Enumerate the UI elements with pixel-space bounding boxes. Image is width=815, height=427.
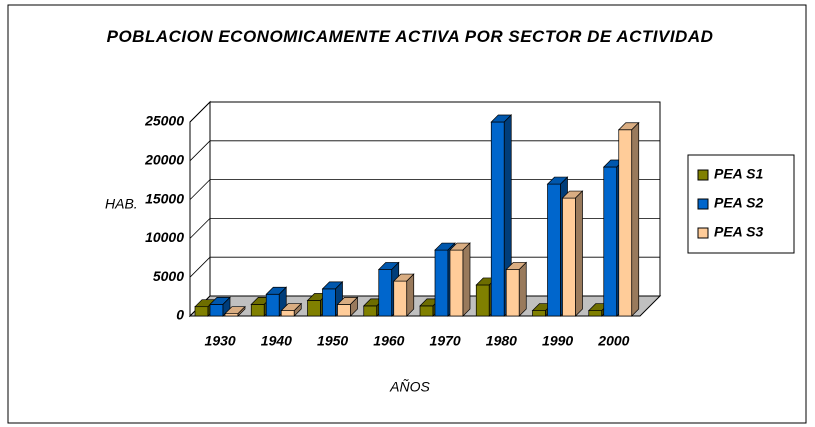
bar-side: [406, 273, 415, 317]
bar-front: [434, 249, 449, 317]
bar: [336, 296, 359, 317]
bar-front: [618, 129, 633, 317]
bar: [561, 190, 584, 317]
bar-front: [603, 166, 618, 317]
legend-swatch: [697, 198, 709, 210]
bar-front: [562, 197, 576, 317]
bar-front: [393, 280, 408, 317]
x-tick-label: 1930: [205, 333, 236, 349]
y-tick-label: 15000: [145, 190, 184, 206]
side-wall: [189, 100, 211, 318]
bar-side: [462, 242, 471, 317]
x-tick-label: 2000: [597, 333, 629, 349]
bar-front: [532, 310, 546, 317]
bar-side: [237, 305, 246, 317]
bar-front: [322, 288, 336, 317]
x-tick-label: 1970: [430, 333, 461, 349]
legend-label: PEA S2: [714, 195, 763, 211]
bar-front: [194, 306, 209, 317]
bar-side: [293, 302, 302, 317]
y-tick-label: 20000: [144, 152, 184, 168]
legend-label: PEA S3: [714, 224, 763, 240]
bar: [209, 296, 231, 317]
bar: [280, 302, 303, 317]
bar-front: [280, 310, 295, 317]
legend-swatch: [697, 169, 709, 181]
y-axis-label: HAB.: [105, 196, 138, 212]
bar-side: [631, 121, 640, 317]
bar-side: [575, 190, 583, 317]
bar: [392, 273, 415, 317]
bar-front: [250, 304, 265, 317]
bar-side: [518, 261, 527, 317]
bar-front: [475, 284, 490, 317]
bar-front: [419, 305, 434, 317]
x-tick-label: 1960: [373, 333, 404, 349]
bar: [224, 305, 246, 317]
grid-line: [189, 101, 660, 123]
bar: [449, 242, 471, 317]
x-axis-label: AÑOS: [389, 379, 430, 395]
bar: [505, 261, 528, 317]
x-tick-label: 1950: [317, 333, 348, 349]
legend-label: PEA S1: [714, 166, 763, 182]
y-tick-label: 0: [176, 307, 184, 323]
bar-front: [490, 121, 505, 317]
x-tick-label: 1990: [542, 333, 573, 349]
bar-side: [350, 296, 358, 317]
bar-front: [337, 304, 351, 317]
bar-front: [449, 249, 464, 317]
y-tick-label: 25000: [144, 113, 184, 129]
y-tick-label: 10000: [145, 229, 184, 245]
bar-front: [209, 304, 224, 317]
x-tick-label: 1980: [486, 333, 517, 349]
chart-title: POBLACION ECONOMICAMENTE ACTIVA POR SECT…: [106, 27, 714, 46]
bar-front: [547, 183, 561, 317]
bar-front: [505, 269, 520, 317]
bar: [617, 121, 640, 317]
bar-front: [378, 269, 393, 317]
legend-swatch: [697, 227, 709, 239]
x-tick-label: 1940: [261, 333, 292, 349]
bar-front: [307, 300, 321, 317]
bar-front: [588, 310, 603, 317]
y-tick-label: 5000: [153, 268, 184, 284]
bar-front: [265, 293, 280, 317]
bar-front: [363, 305, 378, 317]
